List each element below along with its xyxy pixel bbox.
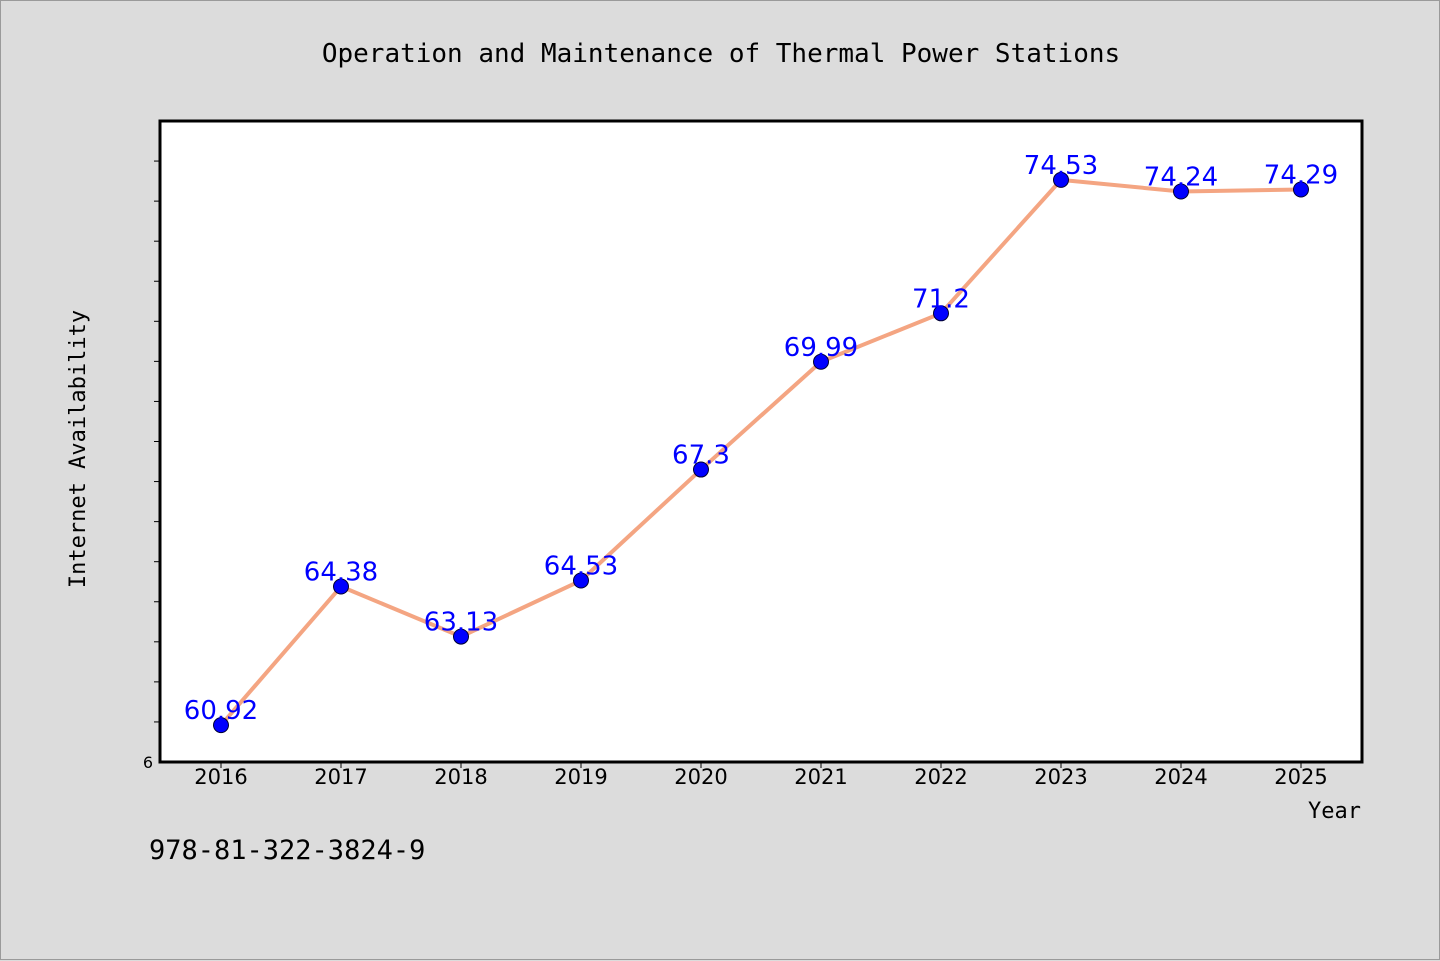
x-axis-ticks: 2016 2017 2018 2019 2020 2021 2022 2023 2024 2025	[194, 762, 1328, 789]
data-label: 69.99	[784, 333, 858, 363]
data-point	[813, 353, 829, 370]
x-tick-label: 2025	[1274, 765, 1327, 789]
data-label: 64.53	[544, 552, 618, 582]
data-point	[933, 305, 949, 322]
data-labels: 60.92 64.38 63.13 64.53 67.3 69.99 71.2 74.53 74…	[184, 151, 1338, 726]
data-point	[213, 717, 229, 734]
data-point	[453, 628, 469, 645]
chart-title: Operation and Maintenance of Thermal Pow…	[322, 39, 1120, 69]
data-point	[1173, 183, 1189, 200]
data-markers	[213, 171, 1309, 734]
x-tick-label: 2024	[1154, 765, 1207, 789]
plot-area	[158, 119, 1364, 764]
series-line	[219, 177, 1302, 727]
data-point	[1293, 181, 1309, 198]
data-point	[693, 461, 709, 478]
x-tick-label: 2017	[314, 765, 367, 789]
x-tick-label: 2019	[554, 765, 607, 789]
data-label: 64.38	[304, 558, 378, 588]
isbn-code: 978-81-322-3824-9	[149, 835, 426, 866]
x-axis-label: Year	[1308, 799, 1361, 824]
x-tick-label: 2023	[1034, 765, 1087, 789]
data-label: 67.3	[672, 441, 730, 471]
data-label: 74.29	[1264, 161, 1338, 191]
y-tick-label: 6	[143, 753, 153, 772]
data-label: 74.24	[1144, 163, 1218, 193]
y-axis-ticks: 6	[143, 160, 160, 772]
x-tick-label: 2018	[434, 765, 487, 789]
x-tick-label: 2022	[914, 765, 967, 789]
data-point	[573, 572, 589, 589]
data-label: 71.2	[912, 284, 970, 314]
x-tick-label: 2021	[794, 765, 847, 789]
data-label: 74.53	[1024, 151, 1098, 181]
data-point	[1053, 171, 1069, 188]
series-line-group	[219, 177, 1302, 727]
x-tick-label: 2020	[674, 765, 727, 789]
y-axis-label: Internet Availability	[66, 310, 91, 588]
data-point	[333, 578, 349, 595]
data-label: 60.92	[184, 696, 258, 726]
x-tick-label: 2016	[194, 765, 247, 789]
data-label: 63.13	[424, 608, 498, 638]
